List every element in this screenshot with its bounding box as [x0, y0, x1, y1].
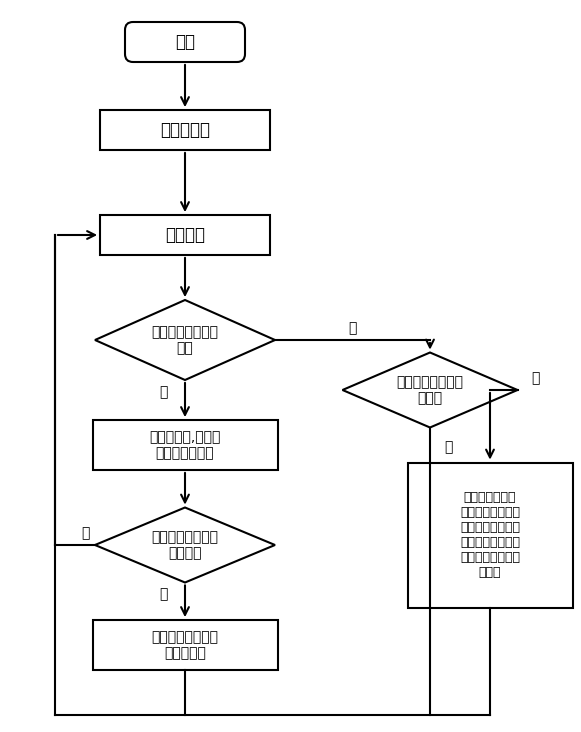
Bar: [92, 620, 278, 670]
Bar: [100, 110, 270, 150]
Polygon shape: [95, 300, 275, 380]
Text: 判断计数器数值是
否为０: 判断计数器数值是 否为０: [396, 375, 464, 405]
FancyBboxPatch shape: [125, 22, 245, 62]
Bar: [407, 463, 572, 608]
Text: 开始: 开始: [175, 33, 195, 51]
Text: 是: 是: [444, 441, 452, 455]
Text: 判断数据是否在振
动区: 判断数据是否在振 动区: [152, 325, 218, 355]
Bar: [92, 420, 278, 470]
Text: 否: 否: [81, 526, 89, 540]
Text: 发出报警并记录时
间及爬坡率: 发出报警并记录时 间及爬坡率: [152, 630, 218, 660]
Polygon shape: [95, 507, 275, 583]
Text: 数据采集: 数据采集: [165, 226, 205, 244]
Text: 是: 是: [159, 385, 167, 399]
Text: 计数器加１,记录此
时数据值及时间: 计数器加１,记录此 时数据值及时间: [149, 430, 221, 460]
Text: 否: 否: [531, 371, 540, 385]
Text: 是: 是: [159, 588, 167, 602]
Text: 程序初始化: 程序初始化: [160, 121, 210, 139]
Text: 否: 否: [349, 321, 357, 335]
Polygon shape: [343, 353, 518, 427]
Bar: [100, 215, 270, 255]
Text: 判断指标数值是否
超过阈值: 判断指标数值是否 超过阈值: [152, 530, 218, 560]
Text: 记录此时间及数
据值，减去计数器
为１的时间及数据
值，即为持续时间
和负荷差。再重置
计数器: 记录此时间及数 据值，减去计数器 为１的时间及数据 值，即为持续时间 和负荷差。…: [460, 491, 520, 579]
